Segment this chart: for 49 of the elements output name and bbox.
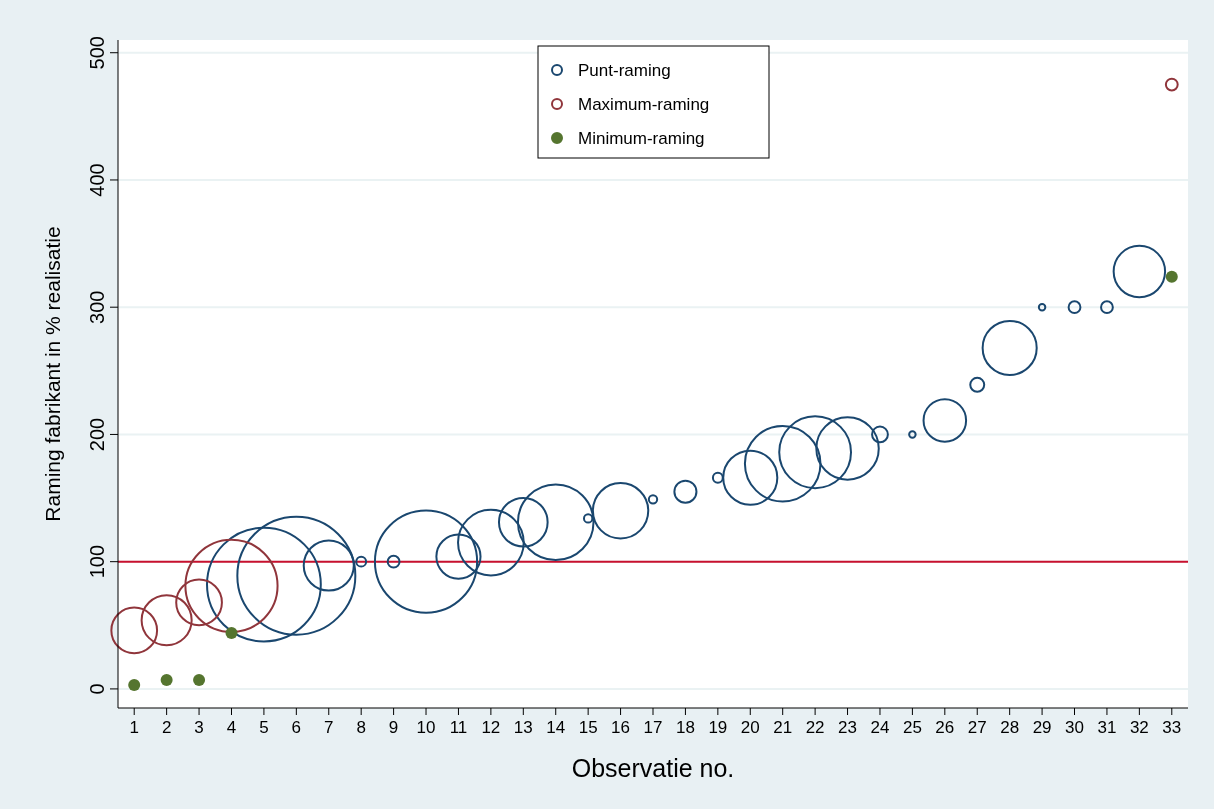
x-tick-label: 29 [1032,718,1052,737]
y-tick-label: 0 [86,683,108,695]
x-tick-label: 3 [194,718,204,737]
x-tick-label: 11 [449,718,468,737]
x-tick-label: 33 [1162,718,1182,737]
x-axis-title: Observatie no. [571,754,735,782]
x-tick-label: 21 [773,718,793,737]
point [1165,270,1178,283]
x-tick-label: 18 [675,718,695,737]
x-tick-label: 26 [935,718,955,737]
x-tick-label: 1 [129,718,139,737]
y-tick-label: 100 [86,544,108,579]
x-tick-label: 14 [546,718,566,737]
point [160,674,173,687]
y-tick-label: 500 [86,36,108,70]
y-tick-label: 400 [86,163,108,197]
legend-label: Punt-raming [578,61,671,80]
x-tick-label: 28 [1000,718,1020,737]
x-tick-label: 17 [643,718,663,737]
y-tick-label: 300 [86,290,108,324]
x-tick-label: 20 [740,718,760,737]
x-tick-label: 10 [416,718,436,737]
point [193,674,206,687]
x-tick-label: 4 [226,718,237,737]
y-axis-title: Raming fabrikant in % realisatie [41,226,64,522]
x-tick-label: 31 [1097,718,1117,737]
x-tick-label: 30 [1065,718,1084,737]
point [128,679,141,692]
x-tick-label: 25 [902,718,922,737]
legend-label: Minimum-raming [578,129,705,148]
point [225,626,238,639]
legend-label: Maximum-raming [578,95,710,114]
y-tick-label: 200 [86,417,108,452]
x-tick-label: 24 [870,718,890,737]
x-tick-label: 23 [838,718,858,737]
x-tick-label: 27 [967,718,987,737]
x-tick-label: 9 [388,718,399,737]
x-tick-label: 22 [805,718,825,737]
x-tick-label: 7 [324,718,334,737]
x-tick-label: 16 [611,718,631,737]
x-tick-label: 6 [291,718,302,737]
x-tick-label: 2 [161,718,172,737]
x-tick-label: 12 [481,718,501,737]
x-tick-label: 5 [259,718,269,737]
x-tick-label: 15 [578,718,598,737]
x-tick-label: 13 [513,718,533,737]
x-tick-label: 32 [1129,718,1149,737]
x-tick-label: 19 [708,718,728,737]
x-tick-label: 8 [356,718,366,737]
